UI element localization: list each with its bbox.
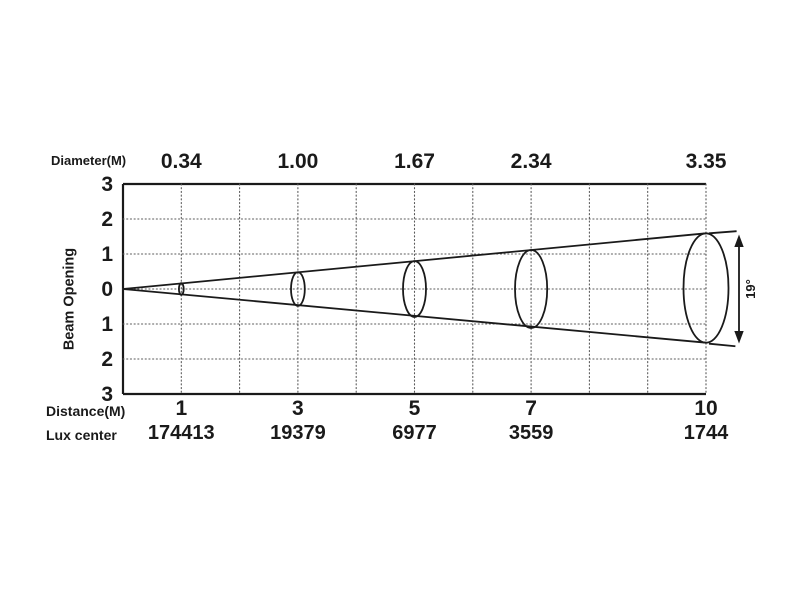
svg-text:6977: 6977	[392, 422, 437, 444]
svg-text:1: 1	[175, 397, 187, 420]
svg-text:Diameter(M): Diameter(M)	[51, 153, 126, 168]
svg-text:2: 2	[101, 208, 113, 231]
svg-text:2: 2	[101, 348, 113, 371]
svg-text:1744: 1744	[684, 422, 729, 444]
svg-text:1: 1	[101, 313, 113, 336]
svg-text:1: 1	[101, 243, 113, 266]
svg-text:174413: 174413	[148, 422, 215, 444]
svg-text:19°: 19°	[743, 279, 758, 299]
svg-text:3559: 3559	[509, 422, 554, 444]
svg-text:5: 5	[409, 397, 421, 420]
svg-text:0: 0	[101, 278, 113, 301]
svg-text:Beam Opening: Beam Opening	[62, 248, 78, 350]
svg-text:10: 10	[694, 397, 717, 420]
svg-text:0.34: 0.34	[161, 150, 202, 173]
svg-text:Lux center: Lux center	[46, 427, 117, 443]
svg-text:1.67: 1.67	[394, 150, 435, 173]
svg-text:7: 7	[525, 397, 537, 420]
svg-text:19379: 19379	[270, 422, 326, 444]
svg-text:3: 3	[101, 173, 113, 196]
svg-text:3: 3	[101, 383, 113, 406]
svg-text:3.35: 3.35	[686, 150, 727, 173]
svg-text:1.00: 1.00	[277, 150, 318, 173]
svg-text:3: 3	[292, 397, 304, 420]
svg-text:2.34: 2.34	[511, 150, 552, 173]
svg-text:Distance(M): Distance(M)	[46, 403, 125, 419]
